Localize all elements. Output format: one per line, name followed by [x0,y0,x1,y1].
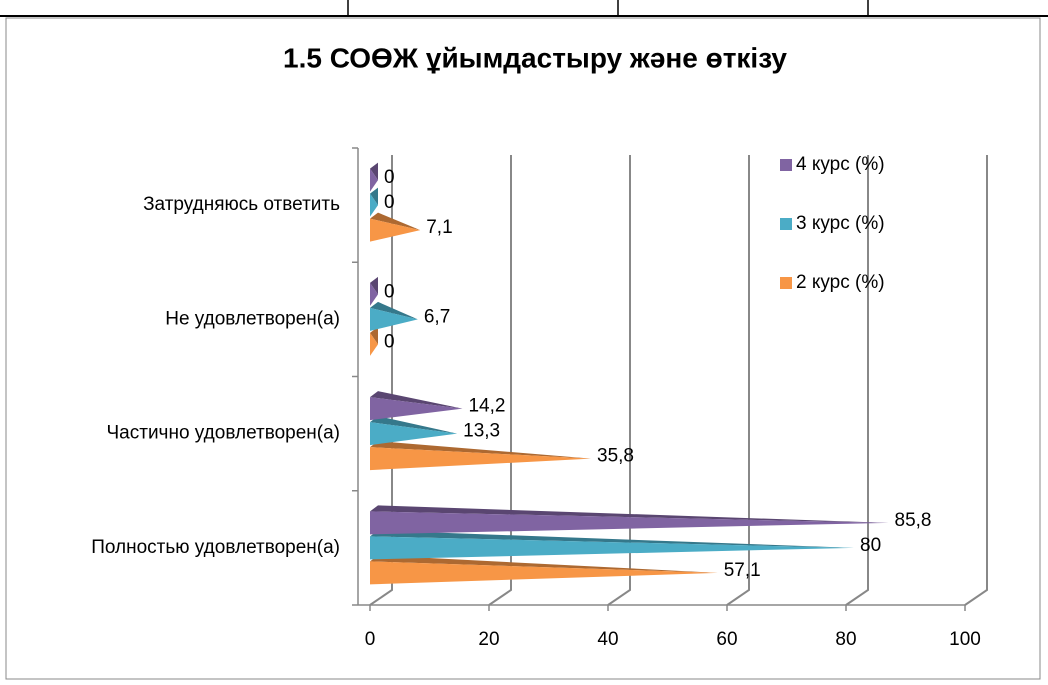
bar [370,187,378,217]
data-label: 85,8 [895,510,932,531]
bar [370,416,458,446]
bar-front [370,422,458,446]
bar-top [370,326,378,345]
x-tick-label: 100 [949,629,981,650]
bar-front [370,218,421,242]
x-tick-label: 0 [365,629,376,650]
bar [370,301,418,331]
data-label: 13,3 [463,421,500,442]
bar [370,326,378,356]
bar-top [370,162,378,181]
x-tick-label: 20 [478,629,499,650]
bar [370,391,463,421]
legend-swatch [780,218,792,230]
bar-front [370,282,378,306]
bar-front [370,447,592,471]
bar-top [370,441,592,459]
bar-front [370,332,378,356]
bar-front [370,307,418,331]
legend-label: 4 курс (%) [796,154,885,175]
category-label: Затрудняюсь ответить [143,194,340,215]
grid-line [845,155,869,606]
data-label: 80 [860,535,881,556]
bar-top [370,391,463,409]
bar [370,441,592,471]
bar-top [370,276,378,295]
grid-line [964,155,988,606]
grid-line [607,155,631,606]
bar-front [370,536,854,560]
data-label: 35,8 [597,446,634,467]
bar [370,162,378,192]
category-label: Частично удовлетворен(а) [107,423,340,444]
data-label: 0 [384,331,395,352]
bar [370,530,854,560]
data-label: 0 [384,281,395,302]
bar-front [370,561,718,585]
grid-line [488,155,512,606]
bar-top [370,555,718,573]
data-label: 0 [384,167,395,188]
bar-front [370,168,378,192]
x-tick-label: 40 [597,629,618,650]
bar-front [370,193,378,217]
data-label: 14,2 [468,396,505,417]
bar-top [370,187,378,206]
data-label: 57,1 [724,560,761,581]
bar-top [370,301,418,320]
legend-label: 3 курс (%) [796,213,885,234]
x-tick-label: 60 [716,629,737,650]
bar-top [370,416,458,434]
bar [370,555,718,585]
grid-line [369,155,393,606]
bar [370,276,378,306]
grid-line [726,155,750,606]
data-label: 6,7 [424,306,450,327]
legend-swatch [780,277,792,289]
bar-top [370,212,421,231]
bar-top [370,505,889,523]
bar-front [370,397,463,421]
legend-swatch [780,159,792,171]
category-label: Полностью удовлетворен(а) [91,537,340,558]
bar [370,505,889,535]
bar [370,212,421,242]
chart-border [5,17,1041,680]
data-label: 7,1 [426,217,452,238]
x-tick-label: 80 [835,629,856,650]
data-label: 0 [384,192,395,213]
chart-title: 1.5 СОӨЖ ұйымдастыру және өткізу [283,42,787,73]
bar-front [370,511,889,535]
bar-top [370,530,854,548]
category-label: Не удовлетворен(а) [165,308,340,329]
legend-label: 2 курс (%) [796,272,885,293]
